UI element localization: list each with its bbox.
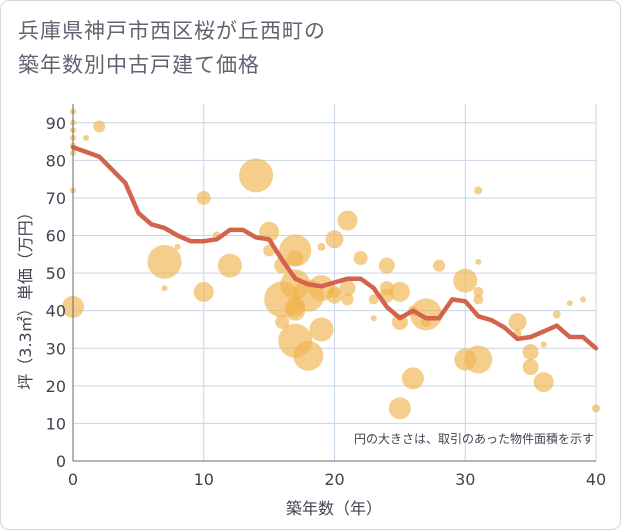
bubble-point	[275, 314, 290, 329]
bubble-point	[368, 294, 379, 305]
average-line-series	[70, 144, 599, 351]
y-tick-label: 70	[46, 189, 66, 208]
tick-labels: 0 10 20 30 40 50 60 70 80 90 0 10 20 30 40	[46, 114, 607, 489]
bubble-point	[147, 244, 182, 279]
x-tick-label: 30	[455, 470, 475, 489]
bubble-point	[341, 293, 354, 306]
bubble-point	[389, 281, 410, 302]
bubble-point	[217, 253, 242, 278]
bubble-point	[339, 280, 356, 297]
bubble-point	[353, 251, 368, 266]
y-tick-label: 30	[46, 339, 66, 358]
bubble-point	[370, 315, 377, 322]
bubble-point	[579, 296, 586, 303]
y-axis-title: 坪（3.3㎡）単価（万円）	[16, 204, 35, 389]
size-note: 円の大きさは、取引のあった物件面積を示す	[354, 431, 594, 446]
bubble-point	[325, 230, 344, 249]
bubble-point	[287, 250, 304, 267]
chart-title-line-2: 築年数別中古戸建て価格	[18, 53, 260, 77]
y-tick-label: 50	[46, 264, 66, 283]
y-tick-label: 0	[56, 452, 66, 471]
chart-title-line-1: 兵庫県神戸市西区桜が丘西町の	[18, 19, 326, 43]
bubble-point	[473, 294, 484, 305]
bubble-point	[388, 397, 411, 420]
bubble-point	[174, 243, 181, 250]
bubble-point	[533, 372, 554, 393]
bubble-point	[193, 281, 214, 302]
bubble-point	[196, 190, 211, 205]
bubble-point	[293, 340, 324, 371]
bubble-point	[239, 158, 274, 193]
y-tick-label: 90	[46, 114, 66, 133]
bubble-point	[161, 285, 168, 292]
bubble-point	[522, 359, 539, 376]
bubble-point	[317, 242, 326, 251]
bubble-point	[378, 257, 395, 274]
bubble-point	[328, 285, 341, 298]
average-price-line	[70, 144, 599, 351]
bubble-point	[464, 345, 493, 374]
bubble-point	[473, 286, 484, 297]
bubble-point	[83, 134, 90, 141]
bubble-point	[508, 312, 527, 331]
x-tick-label: 40	[586, 470, 606, 489]
bubble-series	[62, 108, 600, 420]
y-tick-label: 40	[46, 302, 66, 321]
bubble-point	[522, 344, 539, 361]
x-tick-label: 20	[324, 470, 344, 489]
chart-title: 兵庫県神戸市西区桜が丘西町の 築年数別中古戸建て価格	[18, 14, 326, 82]
bubble-point	[93, 120, 106, 133]
y-tick-label: 80	[46, 151, 66, 170]
x-tick-label: 10	[194, 470, 214, 489]
axes	[72, 104, 596, 462]
bubble-point	[474, 186, 483, 195]
bubble-point	[592, 404, 600, 413]
bubble-point	[337, 210, 358, 231]
x-tick-label: 0	[68, 470, 78, 489]
bubble-point	[475, 258, 482, 265]
bubble-point	[410, 298, 443, 331]
bubble-point	[552, 310, 561, 319]
bubble-point	[540, 341, 547, 348]
bubble-point	[453, 268, 478, 293]
y-tick-label: 20	[46, 377, 66, 396]
x-axis-title: 築年数（年）	[286, 499, 382, 518]
bubble-point	[566, 300, 573, 307]
y-tick-label: 60	[46, 227, 66, 246]
bubble-point	[309, 317, 334, 342]
y-tick-label: 10	[46, 414, 66, 433]
bubble-point	[401, 367, 424, 390]
bubble-point	[433, 259, 446, 272]
